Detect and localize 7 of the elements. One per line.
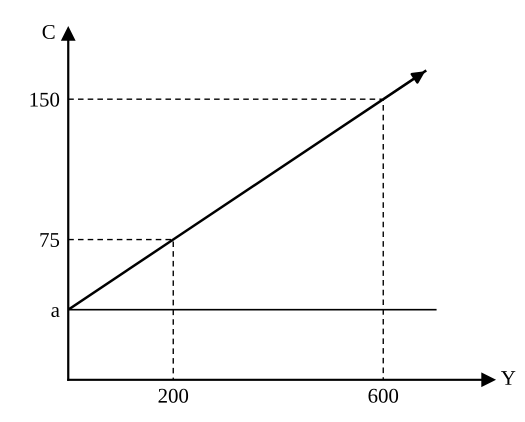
x-tick-label: 600 [368, 388, 398, 403]
y-axis-title: C [42, 24, 54, 39]
y-tick-label: 150 [30, 92, 60, 107]
x-axis-title: Y [501, 371, 516, 385]
y-tick-label: 75 [40, 233, 60, 247]
y-tick-label: a [51, 307, 60, 318]
x-tick-label: 200 [158, 388, 188, 403]
